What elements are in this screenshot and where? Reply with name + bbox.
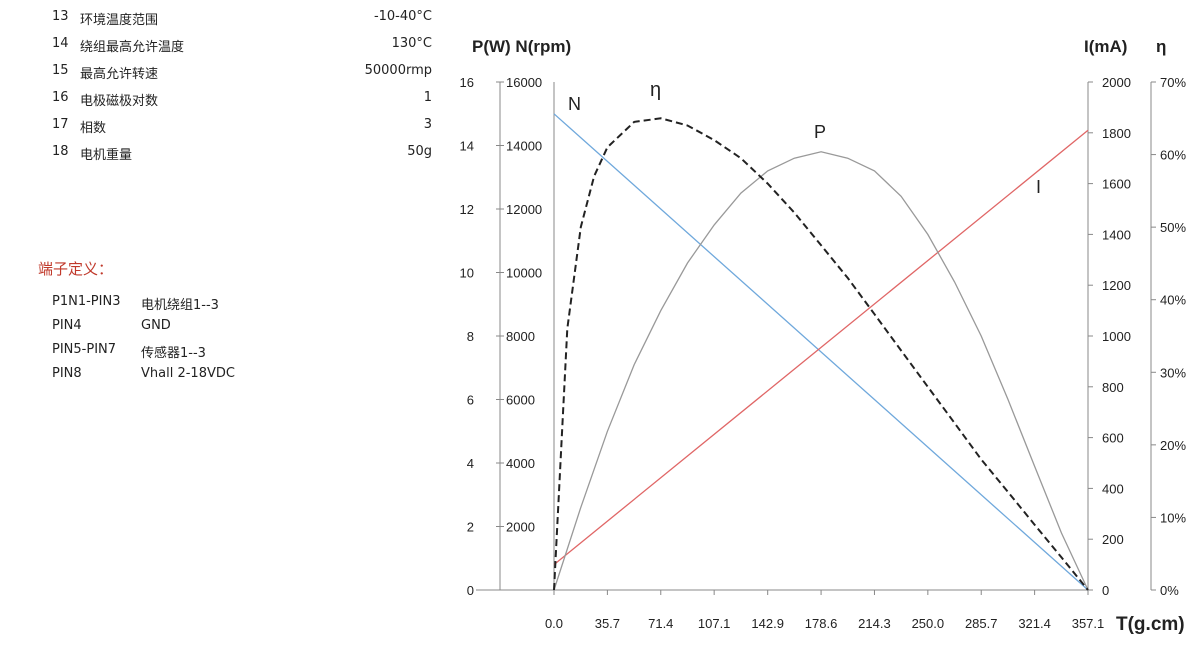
pin-name: P1N1-PIN3 (52, 294, 121, 309)
p-tick-label: 10 (460, 266, 474, 281)
p-tick-label: 6 (467, 393, 474, 408)
pin-description: 传感器1--3 (141, 346, 206, 361)
n-tick-label: 6000 (506, 393, 535, 408)
i-tick-label: 1400 (1102, 227, 1131, 242)
i-tick-label: 400 (1102, 481, 1124, 496)
n-tick-label: 14000 (506, 139, 542, 154)
x-tick-label: 214.3 (858, 616, 891, 631)
spec-number: 18 (52, 144, 69, 159)
spec-row: 17 相数 3 (52, 117, 432, 137)
x-tick-label: 321.4 (1018, 616, 1051, 631)
x-tick-label: 142.9 (751, 616, 784, 631)
left-axis-title: P(W) N(rpm) (472, 37, 571, 56)
pin-row: PIN4 GND (52, 318, 352, 338)
eff-tick-label: 70% (1160, 75, 1186, 90)
eff-tick-label: 40% (1160, 293, 1186, 308)
series-line-p (553, 151, 1089, 591)
n-curve-label: N (568, 94, 581, 114)
x-tick-label: 357.1 (1072, 616, 1105, 631)
spec-number: 16 (52, 90, 69, 105)
spec-value: 1 (423, 90, 432, 105)
i-tick-label: 0 (1102, 583, 1109, 598)
n-tick-label: 12000 (506, 202, 542, 217)
pin-description: Vhall 2-18VDC (141, 366, 235, 381)
x-tick-label: 0.0 (545, 616, 563, 631)
spec-row: 15 最高允许转速 50000rmp (52, 63, 432, 83)
pin-description: GND (141, 318, 171, 333)
p-tick-label: 2 (467, 520, 474, 535)
x-tick-label: 285.7 (965, 616, 998, 631)
spec-value: -10-40°C (373, 9, 432, 24)
p-tick-label: 16 (460, 75, 474, 90)
pin-definition-title: 端子定义： (38, 260, 114, 278)
spec-row: 18 电机重量 50g (52, 144, 432, 164)
i-tick-label: 1600 (1102, 177, 1131, 192)
spec-value: 130°C (391, 36, 432, 51)
spec-label: 电机重量 (80, 148, 133, 163)
i-tick-label: 800 (1102, 380, 1124, 395)
series-line-eff (553, 117, 1089, 591)
x-tick-label: 178.6 (805, 616, 838, 631)
spec-label: 绕组最高允许温度 (80, 40, 185, 55)
n-tick-label: 16000 (506, 75, 542, 90)
i-tick-label: 2000 (1102, 75, 1131, 90)
x-tick-label: 107.1 (698, 616, 731, 631)
eff-axis-title: η (1156, 37, 1166, 56)
spec-row: 16 电极磁极对数 1 (52, 90, 432, 110)
eff-tick-label: 30% (1160, 365, 1186, 380)
x-tick-label: 250.0 (912, 616, 945, 631)
spec-label: 相数 (80, 121, 107, 136)
eff-tick-label: 0% (1160, 583, 1179, 598)
spec-number: 17 (52, 117, 69, 132)
spec-label: 环境温度范围 (80, 13, 159, 28)
p-curve-label: P (814, 122, 826, 142)
p-tick-label: 8 (467, 329, 474, 344)
eff-tick-label: 60% (1160, 148, 1186, 163)
eff-tick-label: 50% (1160, 220, 1186, 235)
spec-label: 最高允许转速 (80, 67, 159, 82)
n-tick-label: 10000 (506, 266, 542, 281)
i-tick-label: 1000 (1102, 329, 1131, 344)
n-tick-label: 8000 (506, 329, 535, 344)
i-tick-label: 600 (1102, 431, 1124, 446)
spec-value: 50000rmp (364, 63, 432, 78)
performance-chart: 0246810121416200040006000800010000120001… (460, 37, 1187, 635)
spec-row: 14 绕组最高允许温度 130°C (52, 36, 432, 56)
spec-number: 13 (52, 9, 69, 24)
eff-tick-label: 20% (1160, 438, 1186, 453)
spec-row: 13 环境温度范围 -10-40°C (52, 9, 432, 29)
i-tick-label: 1800 (1102, 126, 1131, 141)
i-tick-label: 1200 (1102, 278, 1131, 293)
x-axis-title: T(g.cm) (1116, 614, 1185, 635)
x-tick-label: 71.4 (648, 616, 673, 631)
x-tick-label: 35.7 (595, 616, 620, 631)
spec-number: 15 (52, 63, 69, 78)
pin-row: PIN5-PIN7 传感器1--3 (52, 342, 352, 362)
current-axis-title: I(mA) (1084, 37, 1127, 56)
spec-value: 3 (423, 117, 432, 132)
p-tick-label: 12 (460, 202, 474, 217)
eff-curve-label: η (650, 79, 661, 101)
n-tick-label: 2000 (506, 520, 535, 535)
p-tick-label: 0 (467, 583, 474, 598)
i-tick-label: 200 (1102, 532, 1124, 547)
pin-row: PIN8 Vhall 2-18VDC (52, 366, 352, 386)
pin-description: 电机绕组1--3 (141, 298, 219, 313)
i-curve-label: I (1036, 177, 1041, 197)
pin-name: PIN5-PIN7 (52, 342, 117, 357)
pin-row: P1N1-PIN3 电机绕组1--3 (52, 294, 352, 314)
spec-number: 14 (52, 36, 69, 51)
pin-name: PIN8 (52, 366, 82, 381)
n-tick-label: 4000 (506, 456, 535, 471)
pin-name: PIN4 (52, 318, 82, 333)
series-line-i (553, 129, 1089, 566)
p-tick-label: 14 (460, 139, 474, 154)
spec-label: 电极磁极对数 (80, 94, 159, 109)
series-line-n (553, 113, 1089, 591)
eff-tick-label: 10% (1160, 510, 1186, 525)
p-tick-label: 4 (467, 456, 474, 471)
spec-value: 50g (407, 144, 432, 159)
